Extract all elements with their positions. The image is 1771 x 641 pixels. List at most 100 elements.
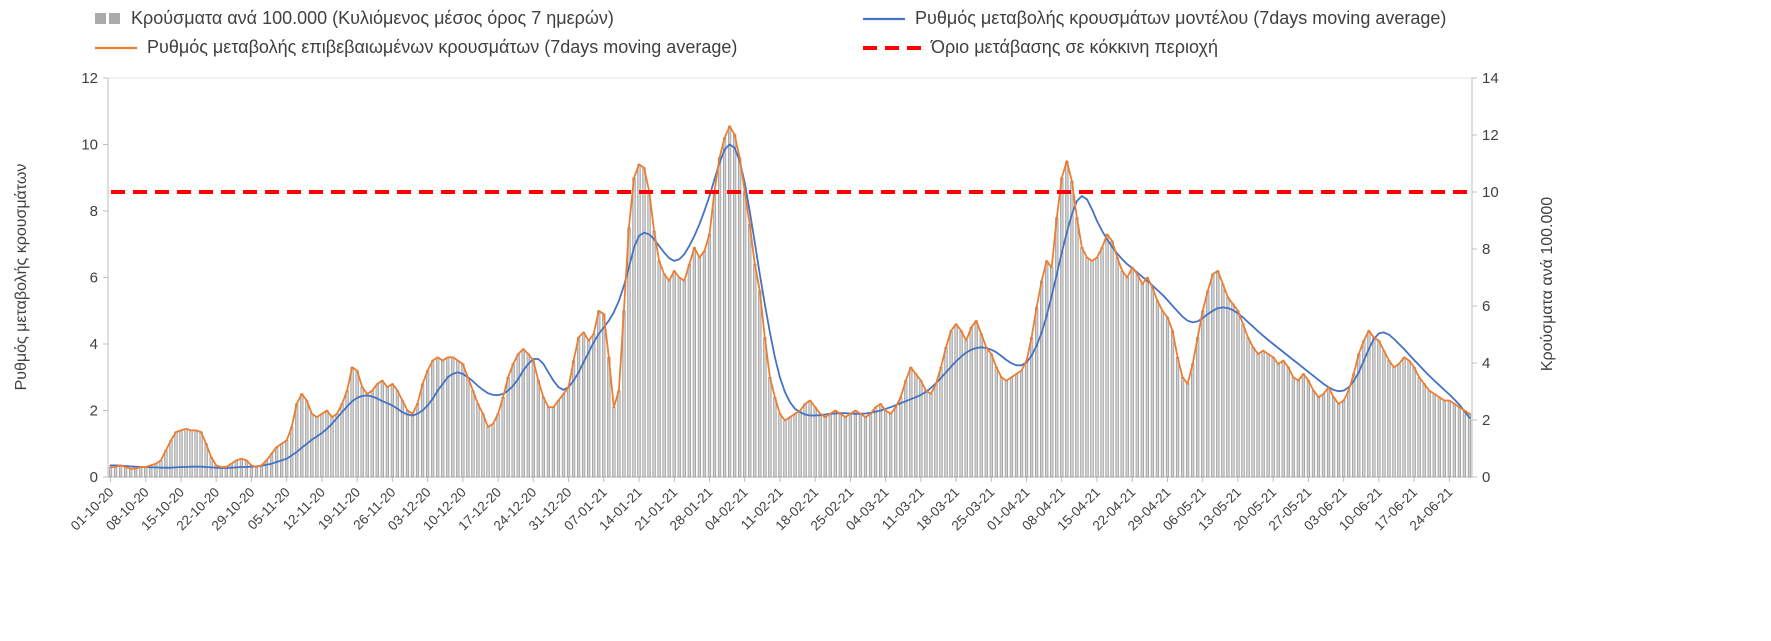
bar	[1045, 260, 1049, 478]
bar	[637, 164, 641, 478]
bar	[632, 177, 636, 478]
bar	[516, 353, 520, 478]
bar	[1130, 267, 1134, 478]
legend-label-confirmed: Ρυθμός μεταβολής επιβεβαιωμένων κρουσμάτ…	[147, 37, 738, 57]
bar	[1286, 366, 1290, 478]
bar	[722, 137, 727, 478]
bar	[602, 313, 606, 478]
bar	[1155, 300, 1160, 478]
bar	[295, 403, 299, 478]
bar	[108, 466, 113, 478]
bar	[773, 396, 777, 478]
bar	[1447, 400, 1451, 478]
bar	[546, 406, 551, 478]
bar	[1175, 356, 1180, 478]
bar	[1432, 393, 1436, 478]
bar	[1165, 317, 1170, 478]
bar	[1392, 366, 1396, 478]
bar	[1417, 376, 1421, 478]
bar	[1115, 257, 1119, 478]
bar	[1402, 356, 1406, 478]
bar	[1004, 380, 1009, 478]
bar	[652, 230, 656, 478]
bar	[808, 400, 812, 478]
legend-label-bars: Κρούσματα ανά 100.000 (Κυλιόμενος μέσος …	[131, 8, 614, 28]
right-axis-tick-label: 12	[1482, 127, 1499, 144]
bar	[838, 413, 842, 478]
bar	[1140, 283, 1144, 478]
bar	[1070, 180, 1074, 478]
bar	[682, 280, 686, 478]
bar	[531, 360, 535, 478]
bar	[1075, 217, 1079, 478]
bar	[878, 403, 883, 478]
bar	[798, 410, 802, 478]
bar	[1241, 323, 1245, 478]
left-axis-tick-label: 8	[90, 203, 98, 220]
bar	[269, 453, 274, 478]
bar	[244, 460, 249, 478]
bar	[365, 393, 369, 478]
bar	[461, 363, 465, 478]
bar	[380, 380, 384, 478]
bar	[360, 386, 364, 478]
bar	[129, 468, 133, 478]
bar	[300, 393, 304, 478]
left-axis-tick-label: 6	[90, 270, 98, 287]
bar	[1422, 383, 1426, 478]
bar	[989, 353, 993, 478]
bar	[672, 270, 676, 478]
bar	[179, 430, 183, 478]
bar	[1180, 376, 1185, 478]
bar	[677, 277, 681, 478]
bar	[425, 370, 430, 478]
bar	[783, 420, 787, 478]
bar	[1467, 413, 1472, 478]
bar	[768, 376, 772, 478]
bar	[924, 390, 928, 478]
bar	[390, 383, 394, 478]
bar	[189, 430, 193, 478]
legend-label-threshold: Όριο μετάβασης σε κόκκινη περιοχή	[931, 37, 1219, 57]
bar	[1170, 330, 1175, 478]
bar	[778, 413, 782, 478]
bar	[169, 440, 173, 478]
bar	[748, 223, 752, 478]
bar	[1412, 366, 1416, 478]
bar	[118, 465, 123, 478]
right-axis-tick-label: 10	[1482, 184, 1499, 201]
bar	[758, 290, 762, 478]
bar	[1201, 310, 1205, 478]
left-axis-tick-label: 12	[81, 70, 98, 87]
bar	[1125, 277, 1129, 478]
bars-legend-swatch	[95, 13, 120, 24]
bar	[229, 463, 233, 478]
bar	[1009, 376, 1014, 478]
bar	[702, 250, 707, 478]
bar	[1231, 303, 1235, 478]
bar	[164, 450, 168, 478]
bar	[848, 413, 853, 478]
right-axis-tick-label: 6	[1482, 298, 1490, 315]
bar	[1236, 310, 1240, 478]
right-axis-tick-label: 14	[1482, 70, 1499, 87]
bar	[1246, 337, 1250, 478]
bar	[405, 410, 410, 478]
bar	[1306, 380, 1311, 478]
bar	[446, 356, 450, 478]
bar	[813, 406, 817, 478]
bar	[1261, 350, 1265, 478]
bar	[1311, 390, 1316, 478]
bar	[1372, 337, 1376, 478]
bar	[1296, 380, 1300, 478]
bar	[1321, 393, 1326, 478]
bar	[818, 413, 822, 478]
bar	[994, 366, 998, 478]
bar	[481, 413, 485, 478]
bar	[853, 410, 858, 478]
model-line-legend-swatch	[863, 17, 905, 20]
bar	[350, 366, 354, 478]
right-axis-tick-label: 2	[1482, 412, 1490, 429]
bar	[1266, 353, 1270, 478]
